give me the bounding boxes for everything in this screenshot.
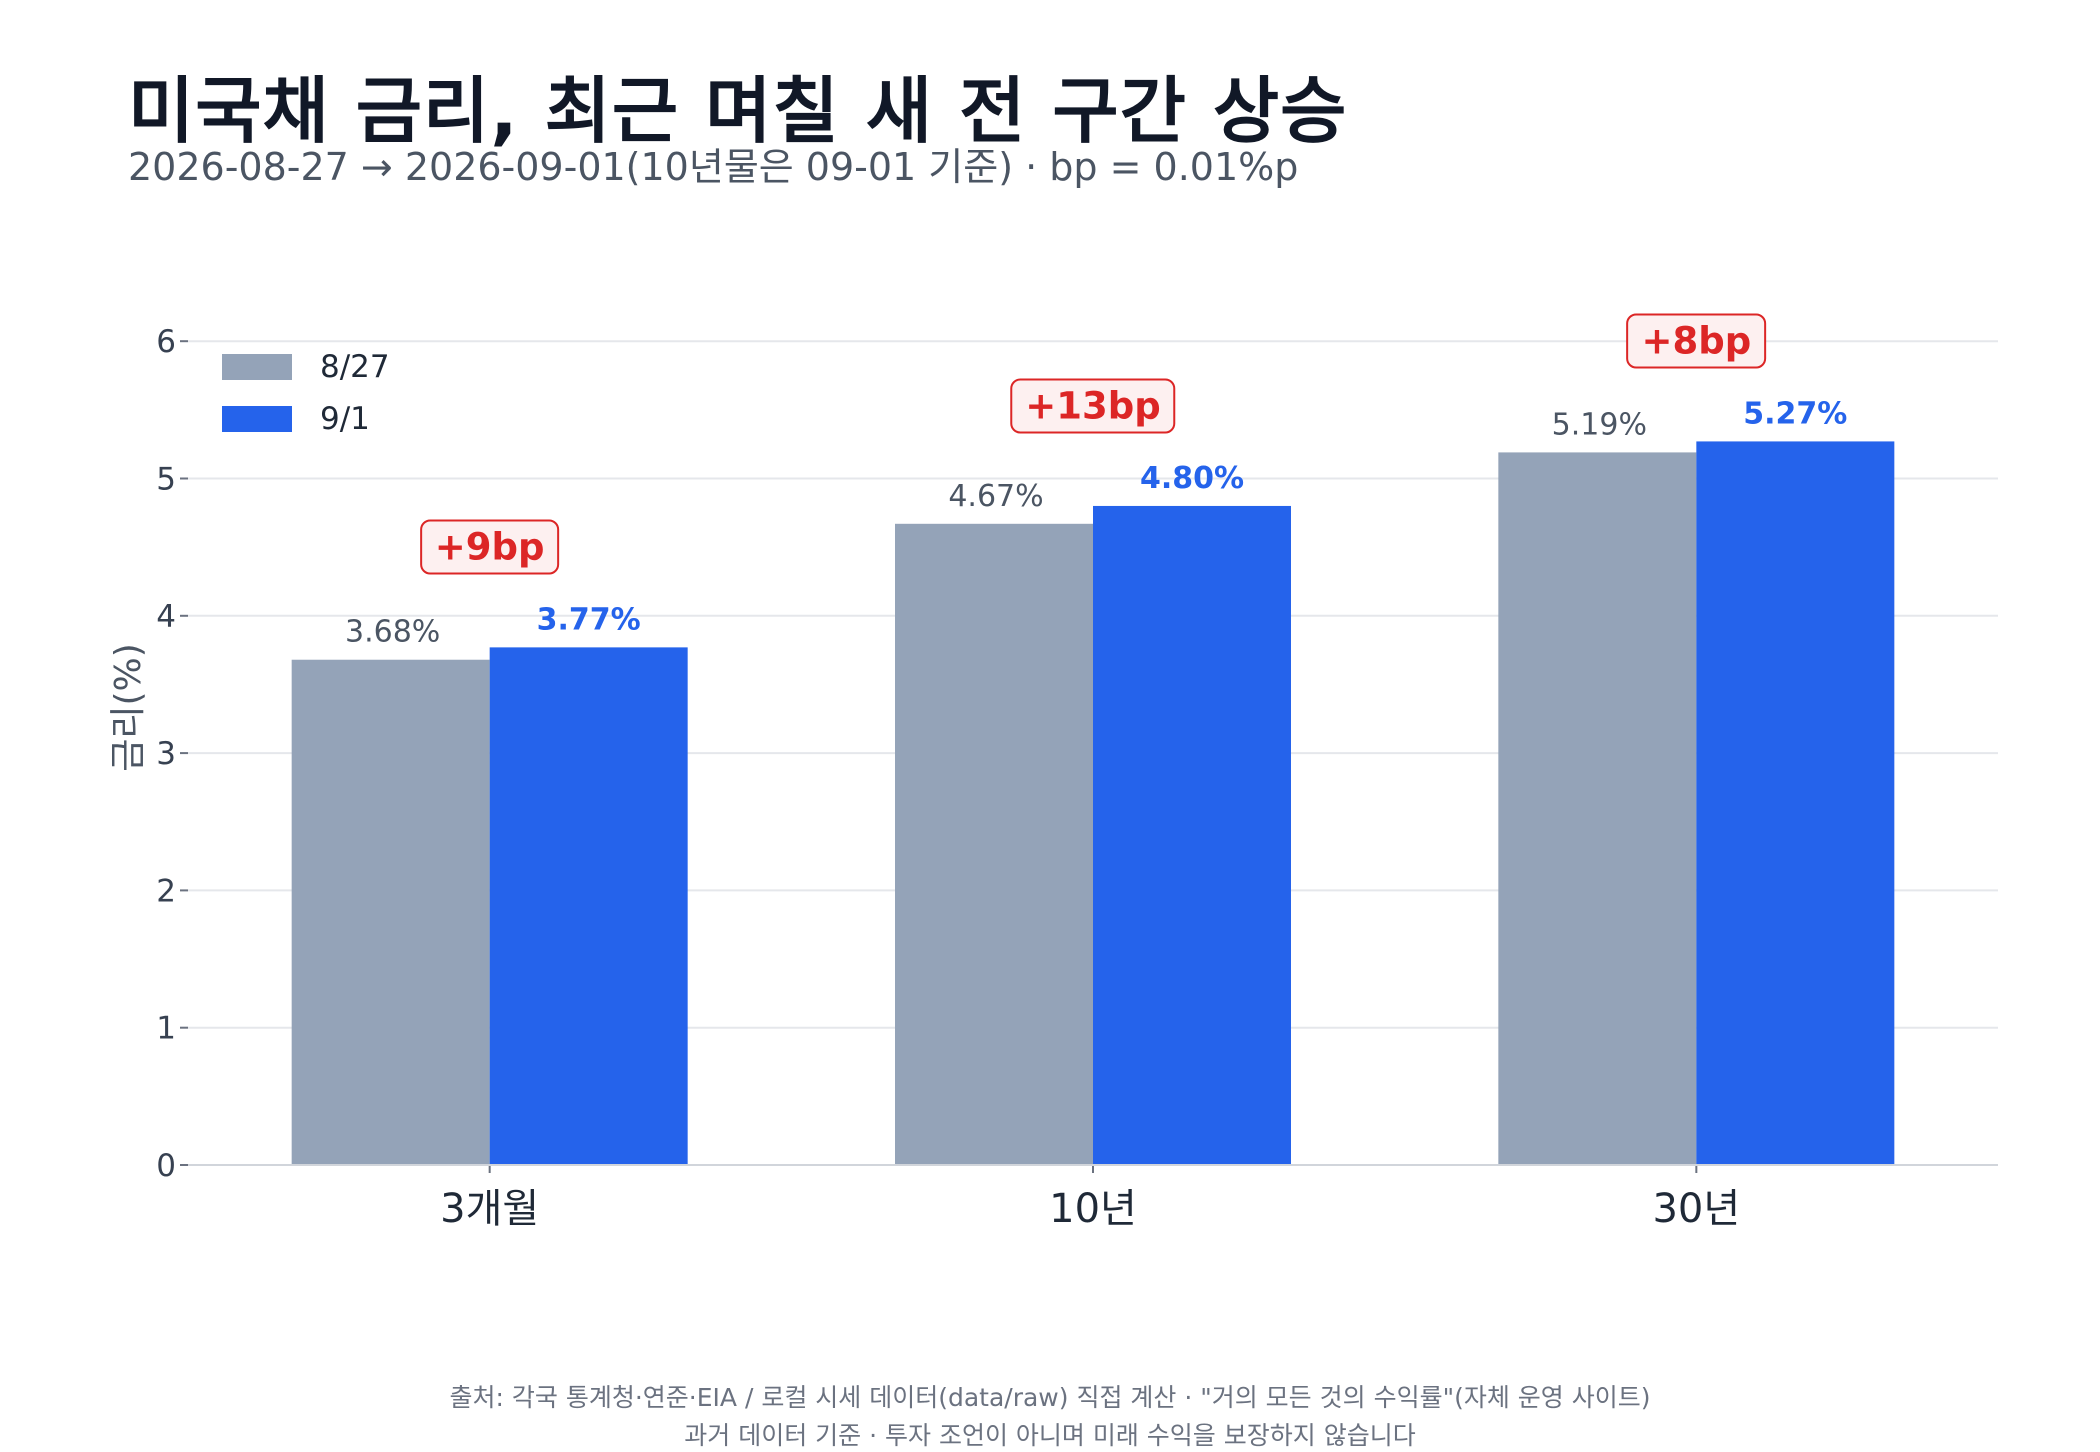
chart-subtitle: 2026-08-27 → 2026-09-01(10년물은 09-01 기준) … xyxy=(128,145,1299,189)
bar-after xyxy=(1696,441,1895,1165)
x-tick-label: 3개월 xyxy=(440,1186,539,1232)
legend: 8/27 9/1 xyxy=(222,349,390,437)
y-tick-label: 1 xyxy=(156,1011,176,1047)
bar-value-label: 5.27% xyxy=(1743,396,1847,431)
x-tick-label: 10년 xyxy=(1049,1186,1137,1232)
bar-before xyxy=(1498,452,1697,1165)
legend-swatch xyxy=(222,354,292,380)
bar-after xyxy=(489,647,688,1165)
y-tick-label: 3 xyxy=(156,736,176,772)
change-badge: +8bp xyxy=(1626,313,1767,369)
bar-before xyxy=(291,659,490,1165)
bar-value-label: 4.80% xyxy=(1140,461,1244,496)
y-tick-label: 2 xyxy=(156,873,176,909)
bar-after xyxy=(1093,505,1291,1165)
y-tick-label: 6 xyxy=(156,324,176,360)
x-axis: 3개월 10년 30년 xyxy=(188,1164,1998,1232)
y-axis-label: 금리(%) xyxy=(108,643,149,772)
legend-swatch xyxy=(222,406,292,432)
bar-value-label: 3.77% xyxy=(537,602,641,637)
y-tick-label: 4 xyxy=(156,599,176,635)
bar-before xyxy=(895,523,1093,1165)
footer-disclaimer: 과거 데이터 기준 · 투자 조언이 아니며 미래 수익을 보장하지 않습니다 xyxy=(684,1421,1416,1450)
legend-label: 8/27 xyxy=(320,349,390,385)
y-tick-label: 0 xyxy=(156,1148,176,1184)
y-axis: 0 1 2 3 4 5 6 금리(%) xyxy=(108,324,188,1184)
x-tick-label: 30년 xyxy=(1652,1186,1740,1232)
legend-label: 9/1 xyxy=(320,401,370,437)
bar-value-label: 5.19% xyxy=(1552,407,1647,442)
bar-value-label: 3.68% xyxy=(345,615,440,650)
footer-source: 출처: 각국 통계청·연준·EIA / 로컬 시세 데이터(data/raw) … xyxy=(449,1383,1651,1412)
bars: 3.68% 3.77% 4.67% 4.80% 5.19% 5.27% xyxy=(291,396,1895,1165)
y-tick-label: 5 xyxy=(156,461,176,497)
change-badge: +9bp xyxy=(419,519,560,575)
bar-value-label: 4.67% xyxy=(948,479,1043,514)
chart-title: 미국채 금리, 최근 며칠 새 전 구간 상승 xyxy=(128,69,1348,153)
change-badge: +13bp xyxy=(1010,378,1176,434)
